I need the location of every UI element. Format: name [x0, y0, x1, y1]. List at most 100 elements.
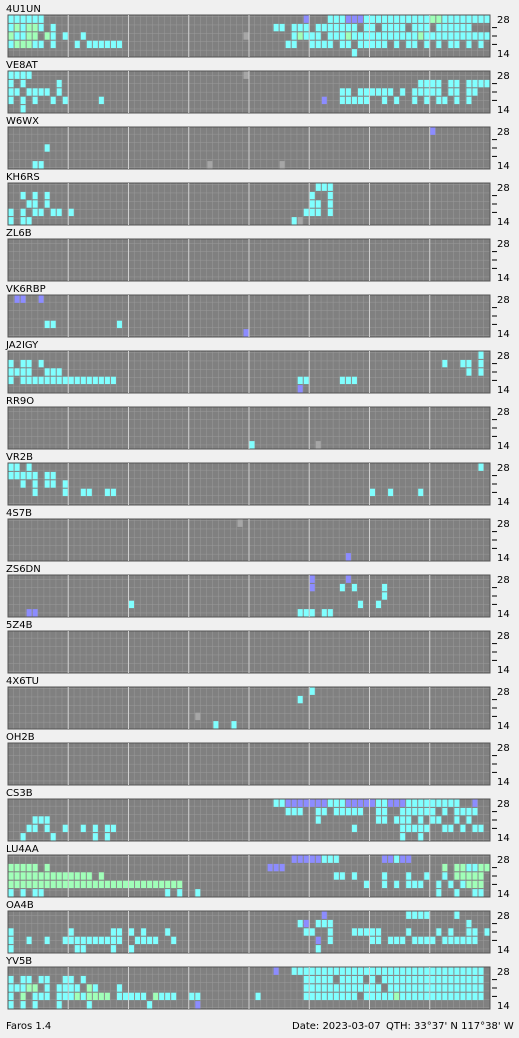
signal-cell [484, 79, 490, 88]
signal-cell [400, 967, 406, 975]
signal-cell [448, 15, 454, 23]
station-name: YV5B [5, 956, 32, 967]
signal-cell [454, 79, 460, 88]
signal-cell [370, 799, 376, 807]
signal-cell [291, 32, 297, 40]
signal-cell [327, 855, 333, 863]
signal-cell [466, 807, 472, 816]
signal-cell [20, 471, 26, 480]
signal-cell [478, 368, 484, 376]
signal-cell [351, 96, 357, 105]
signal-cell [110, 880, 116, 889]
signal-cell [309, 575, 315, 583]
signal-cell [68, 928, 74, 936]
signal-cell [418, 911, 424, 919]
signal-cell [442, 863, 448, 872]
signal-cell [400, 88, 406, 96]
signal-cell [345, 799, 351, 807]
signal-cell [165, 889, 171, 897]
signal-cell [376, 984, 382, 992]
signal-cell [370, 32, 376, 40]
signal-cell [56, 984, 62, 992]
signal-cell [382, 992, 388, 1001]
signal-cell [412, 880, 418, 889]
signal-cell [267, 863, 273, 872]
signal-cell [406, 911, 412, 919]
signal-cell [430, 799, 436, 807]
signal-cell [8, 872, 14, 880]
signal-cell [20, 833, 26, 841]
signal-cell [327, 799, 333, 807]
signal-cell [26, 32, 32, 40]
band-label: 28 [497, 183, 510, 194]
signal-cell [26, 71, 32, 79]
signal-cell [297, 385, 303, 393]
signal-cell [32, 32, 38, 40]
signal-cell [327, 928, 333, 936]
signal-cell [472, 880, 478, 889]
band-label: 14 [497, 553, 510, 564]
signal-cell [285, 807, 291, 816]
signal-cell [436, 889, 442, 897]
signal-cell [32, 1001, 38, 1009]
band-label: 28 [497, 519, 510, 530]
signal-cell [315, 807, 321, 816]
qth: QTH: 33°37' N 117°38' W [386, 1021, 514, 1032]
station-name: VK6RBP [6, 284, 46, 295]
signal-cell [38, 359, 44, 368]
signal-cell [44, 191, 50, 200]
signal-cell [309, 992, 315, 1001]
signal-cell [333, 23, 339, 32]
signal-cell [460, 984, 466, 992]
signal-cell [14, 880, 20, 889]
signal-cell [26, 471, 32, 480]
signal-cell [44, 975, 50, 984]
signal-cell [20, 368, 26, 376]
signal-cell [8, 32, 14, 40]
signal-cell [466, 975, 472, 984]
signal-cell [442, 975, 448, 984]
signal-cell [448, 928, 454, 936]
signal-cell [315, 183, 321, 191]
signal-cell [418, 984, 424, 992]
signal-cell [92, 936, 98, 945]
signal-cell [466, 967, 472, 975]
station-name: ZL6B [6, 228, 32, 239]
signal-cell [357, 32, 363, 40]
signal-cell [472, 872, 478, 880]
signal-cell [141, 928, 147, 936]
signal-cell [135, 936, 141, 945]
signal-cell [430, 967, 436, 975]
signal-cell [442, 807, 448, 816]
signal-cell [315, 208, 321, 217]
signal-cell [38, 872, 44, 880]
signal-cell [436, 799, 442, 807]
signal-cell [388, 488, 394, 497]
signal-cell [478, 863, 484, 872]
signal-cell [466, 368, 472, 376]
signal-cell [44, 32, 50, 40]
signal-cell [412, 96, 418, 105]
signal-cell [327, 967, 333, 975]
signal-cell [454, 872, 460, 880]
signal-cell [14, 23, 20, 32]
signal-cell [38, 376, 44, 385]
signal-cell [478, 40, 484, 49]
signal-cell [382, 799, 388, 807]
signal-cell [50, 872, 56, 880]
signal-cell [213, 721, 219, 729]
signal-cell [388, 967, 394, 975]
signal-cell [303, 208, 309, 217]
signal-cell [44, 992, 50, 1001]
signal-cell [273, 23, 279, 32]
signal-cell [460, 975, 466, 984]
signal-cell [315, 855, 321, 863]
signal-cell [436, 967, 442, 975]
signal-cell [442, 872, 448, 880]
signal-cell [472, 936, 478, 945]
signal-cell [68, 975, 74, 984]
signal-cell [327, 919, 333, 928]
signal-cell [74, 872, 80, 880]
signal-cell [68, 992, 74, 1001]
signal-cell [56, 79, 62, 88]
